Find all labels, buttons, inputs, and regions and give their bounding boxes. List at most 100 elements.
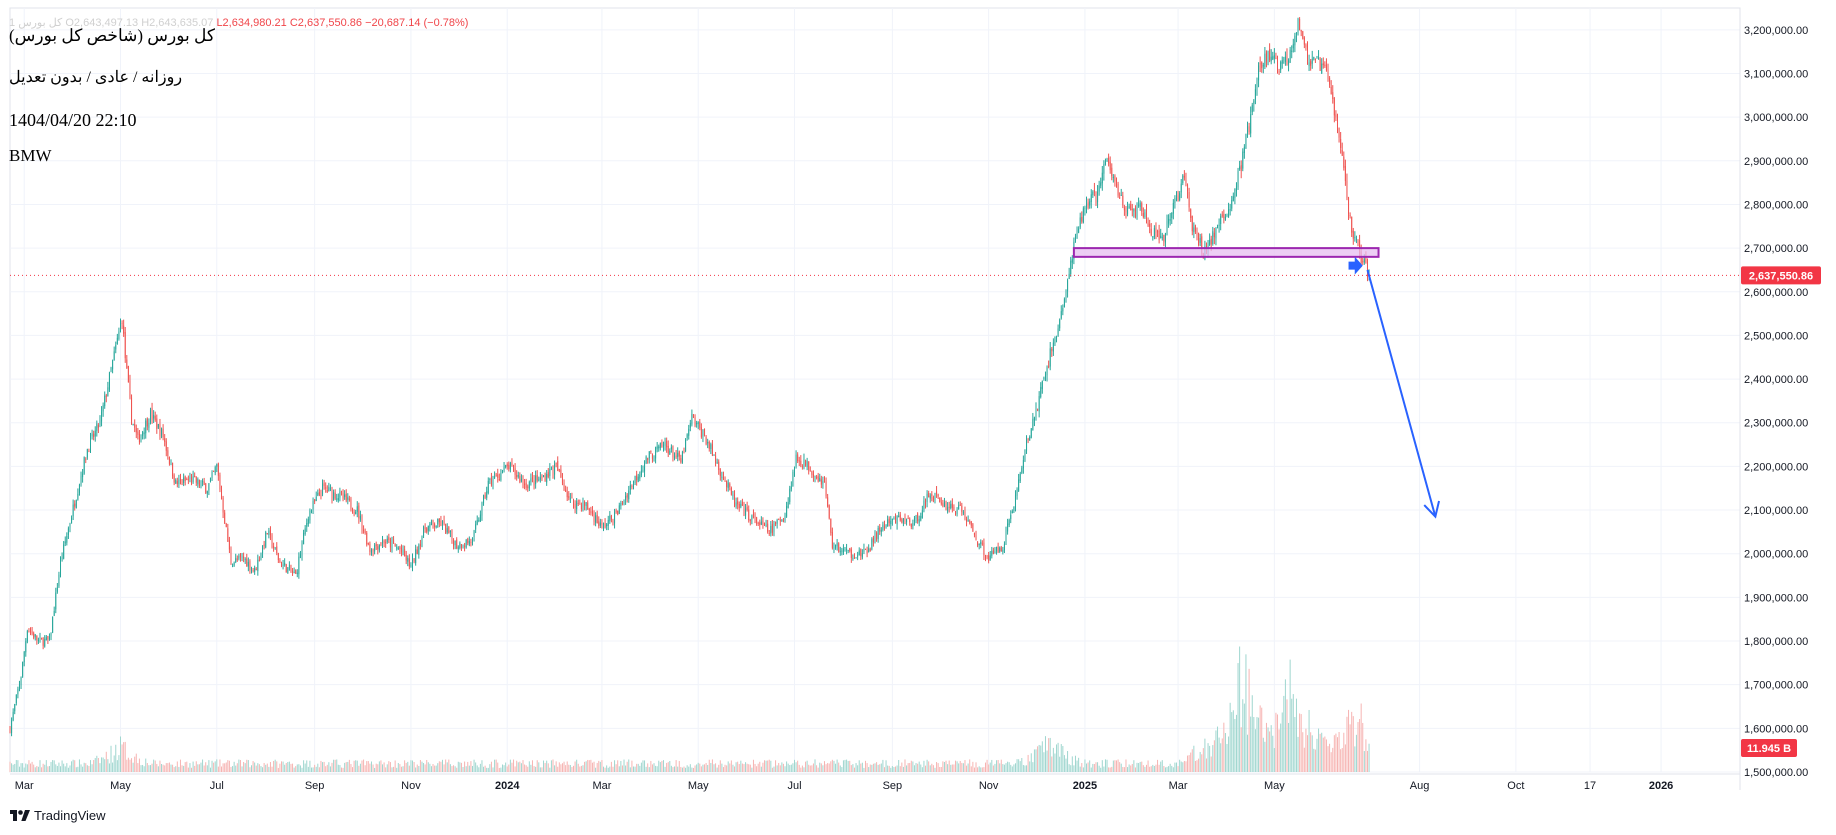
tradingview-logo-icon [10, 810, 30, 821]
candle-body [132, 424, 134, 426]
candle-body [1220, 215, 1222, 224]
candle-body [531, 477, 533, 479]
volume-bar [1185, 761, 1187, 772]
volume-bar [697, 762, 699, 772]
candle-body [486, 491, 488, 498]
candle-body [179, 478, 181, 482]
volume-bar [213, 762, 215, 772]
volume-bar [628, 759, 630, 772]
volume-bar [1060, 744, 1062, 772]
candle-body [729, 483, 731, 487]
volume-bar [1215, 730, 1217, 772]
candle-body [861, 553, 863, 558]
volume-bar [584, 761, 586, 772]
volume-bar [1207, 743, 1209, 772]
candle-body [817, 476, 819, 482]
volume-bar [653, 763, 655, 772]
volume-bar [688, 766, 690, 772]
volume-bar [187, 767, 189, 772]
candle-body [426, 528, 428, 533]
volume-bar [805, 761, 807, 772]
volume-bar [162, 764, 164, 772]
volume-bar [1144, 766, 1146, 772]
candle-body [1239, 166, 1241, 170]
volume-bar [487, 767, 489, 772]
volume-bar [958, 763, 960, 772]
volume-bar [926, 759, 928, 772]
candle-body [407, 557, 409, 562]
volume-bar [156, 763, 158, 772]
volume-bar [464, 761, 466, 772]
candle-body [151, 408, 153, 420]
candle-body [93, 433, 95, 437]
candle-body [628, 490, 630, 500]
volume-bar [298, 764, 300, 772]
volume-bar [1136, 762, 1138, 772]
candle-body [557, 461, 559, 471]
volume-bar [33, 764, 35, 772]
candle-body [157, 424, 159, 428]
volume-bar [1292, 694, 1294, 772]
volume-bar [1149, 766, 1151, 772]
candle-body [1182, 175, 1184, 183]
drawing-annotations[interactable] [10, 247, 1740, 519]
candle-body [149, 409, 151, 422]
volume-bar [835, 763, 837, 772]
volume-bar [419, 759, 421, 772]
candle-body [115, 345, 117, 350]
candle-body [310, 510, 312, 513]
volume-bar [596, 762, 598, 772]
volume-bar [1253, 716, 1255, 772]
volume-bar [1280, 723, 1282, 772]
volume-bar [17, 760, 19, 772]
candle-body [1157, 231, 1159, 233]
volume-bar [285, 762, 287, 772]
volume-bar [55, 764, 57, 772]
candle-body [449, 531, 451, 533]
volume-bar [672, 767, 674, 772]
candle-body [626, 494, 628, 498]
candle-body [217, 463, 219, 476]
candle-body [599, 522, 601, 526]
candle-body [866, 550, 868, 554]
candle-body [895, 517, 897, 523]
candle-body [835, 544, 837, 548]
candle-body [1247, 126, 1249, 133]
volume-bar [276, 761, 278, 772]
x-tick-label: Nov [979, 780, 999, 792]
volume-bar [126, 759, 128, 772]
candle-body [1100, 182, 1102, 186]
volume-bar [483, 766, 485, 772]
candle-body [536, 474, 538, 481]
candle-body [823, 480, 825, 483]
volume-bar [20, 763, 22, 772]
volume-bar [85, 763, 87, 772]
candle-body [909, 518, 911, 523]
volume-bar [222, 763, 224, 772]
candle-body [1149, 223, 1151, 227]
candle-body [61, 557, 63, 559]
candle-body [99, 419, 101, 426]
candle-body [145, 420, 147, 434]
candle-body [640, 470, 642, 475]
volume-bar [603, 766, 605, 772]
volume-bar [904, 759, 906, 772]
volume-bar [470, 761, 472, 772]
support-zone-rect [1072, 247, 1380, 258]
candle-body [168, 457, 170, 464]
tradingview-brand[interactable]: TradingView [10, 808, 106, 823]
volume-bar [363, 759, 365, 772]
volume-bar [418, 765, 420, 772]
volume-bar [806, 760, 808, 772]
candle-body [191, 477, 193, 483]
candle-body [285, 564, 287, 573]
volume-bar [495, 759, 497, 772]
x-tick-label: 17 [1584, 780, 1596, 792]
candle-body [726, 480, 728, 488]
candle-body [36, 635, 38, 641]
volume-bar [812, 763, 814, 772]
volume-bar [342, 767, 344, 772]
volume-bar [902, 766, 904, 772]
volume-bar [116, 760, 118, 772]
